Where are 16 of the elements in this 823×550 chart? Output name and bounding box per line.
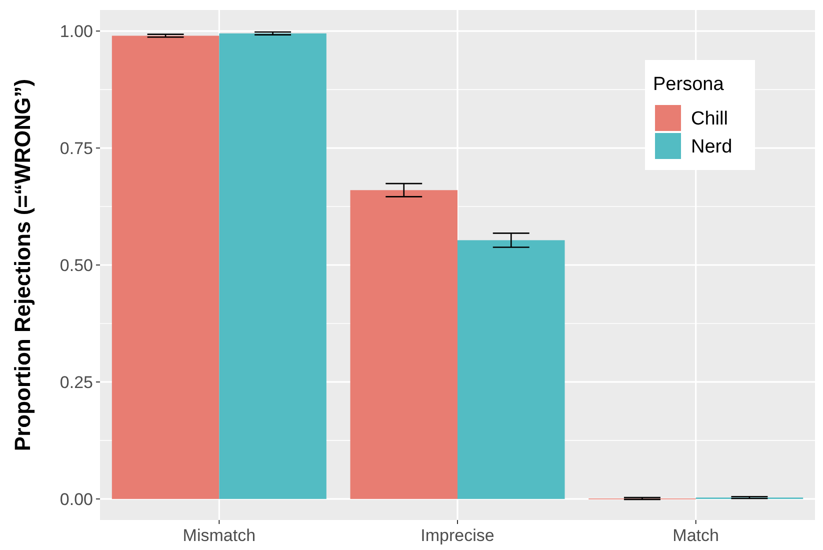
bar [112, 36, 220, 499]
legend-label: Chill [691, 108, 728, 130]
y-tick-label: 1.00 [60, 22, 93, 42]
bar [458, 240, 565, 499]
x-tick-label: Imprecise [420, 526, 494, 545]
bar [219, 33, 326, 499]
y-tick-label: 0.25 [60, 372, 93, 392]
x-tick-label: Mismatch [182, 526, 256, 545]
x-tick-label: Match [672, 526, 719, 545]
bar [350, 190, 458, 499]
y-axis-title: Proportion Rejections (=“WRONG”) [10, 78, 35, 452]
legend-label: Nerd [691, 136, 732, 158]
y-tick-label: 0.00 [60, 490, 93, 509]
legend-title: Persona [653, 74, 724, 95]
y-tick-label: 0.50 [60, 256, 93, 275]
y-tick-label: 0.75 [60, 138, 93, 158]
